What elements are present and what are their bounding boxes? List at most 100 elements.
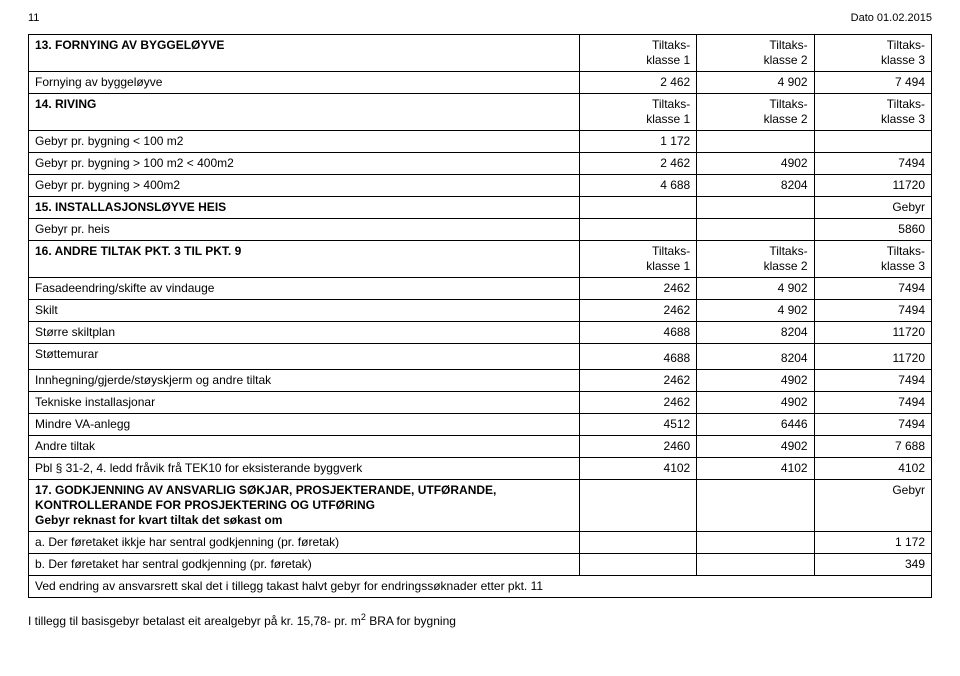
row-label: Større skiltplan <box>29 322 580 344</box>
row-value: 2 462 <box>579 72 696 94</box>
table-row: Gebyr pr. bygning > 400m2 4 688 8204 117… <box>29 175 932 197</box>
row-value: 7 494 <box>814 72 931 94</box>
row-value: 4902 <box>697 436 814 458</box>
row-value: 7494 <box>814 370 931 392</box>
row-value: 8204 <box>697 322 814 344</box>
row-value: 349 <box>814 554 931 576</box>
row-value <box>697 480 814 532</box>
row-value: 8204 <box>697 344 814 370</box>
page-date: Dato 01.02.2015 <box>851 12 932 24</box>
row-value: 2462 <box>579 392 696 414</box>
row-label: Pbl § 31-2, 4. ledd fråvik frå TEK10 for… <box>29 458 580 480</box>
row-value: 8204 <box>697 175 814 197</box>
row-value: 7 688 <box>814 436 931 458</box>
table-row: Innhegning/gjerde/støyskjerm og andre ti… <box>29 370 932 392</box>
row-label: Ved endring av ansvarsrett skal det i ti… <box>29 576 932 598</box>
row-value: 4 902 <box>697 72 814 94</box>
row-label: Andre tiltak <box>29 436 580 458</box>
table-row: b. Der føretaket har sentral godkjenning… <box>29 554 932 576</box>
row-label: Gebyr pr. heis <box>29 219 580 241</box>
table-row: a. Der føretaket ikkje har sentral godkj… <box>29 532 932 554</box>
row-value: 1 172 <box>814 532 931 554</box>
table-row: Ved endring av ansvarsrett skal det i ti… <box>29 576 932 598</box>
row-value: 7494 <box>814 392 931 414</box>
spacer-row: Støttemurar 4688 8204 11720 <box>29 344 932 370</box>
row-value <box>697 131 814 153</box>
row-value: 4902 <box>697 370 814 392</box>
gebyr-label: Gebyr <box>814 480 931 532</box>
row-value: 4688 <box>579 322 696 344</box>
section-13-title: 13. FORNYING AV BYGGELØYVE <box>29 35 580 72</box>
table-row: Skilt 2462 4 902 7494 <box>29 300 932 322</box>
section-17-title: 17. GODKJENNING AV ANSVARLIG SØKJAR, PRO… <box>29 480 580 532</box>
table-row: Gebyr pr. bygning > 100 m2 < 400m2 2 462… <box>29 153 932 175</box>
section-16-header: 16. ANDRE TILTAK PKT. 3 TIL PKT. 9 Tilta… <box>29 241 932 278</box>
row-value <box>579 480 696 532</box>
section-17-header: 17. GODKJENNING AV ANSVARLIG SØKJAR, PRO… <box>29 480 932 532</box>
row-value: 11720 <box>814 322 931 344</box>
col-header-3: Tiltaks-klasse 3 <box>814 241 931 278</box>
section-15-title: 15. INSTALLASJONSLØYVE HEIS <box>29 197 580 219</box>
row-label: Tekniske installasjonar <box>29 392 580 414</box>
row-label: Gebyr pr. bygning < 100 m2 <box>29 131 580 153</box>
row-value: 11720 <box>814 344 931 370</box>
row-label: Innhegning/gjerde/støyskjerm og andre ti… <box>29 370 580 392</box>
footer-text: I tillegg til basisgebyr betalast eit ar… <box>28 612 932 628</box>
row-label: Fornying av byggeløyve <box>29 72 580 94</box>
row-value <box>697 197 814 219</box>
row-label: b. Der føretaket har sentral godkjenning… <box>29 554 580 576</box>
row-label: Skilt <box>29 300 580 322</box>
row-label: Mindre VA-anlegg <box>29 414 580 436</box>
row-value: 4688 <box>579 344 696 370</box>
row-label: Fasadeendring/skifte av vindauge <box>29 278 580 300</box>
row-label: Gebyr pr. bygning > 400m2 <box>29 175 580 197</box>
row-value: 2462 <box>579 300 696 322</box>
row-value: 2462 <box>579 370 696 392</box>
table-row: Mindre VA-anlegg 4512 6446 7494 <box>29 414 932 436</box>
section-13-header: 13. FORNYING AV BYGGELØYVE Tiltaks-klass… <box>29 35 932 72</box>
row-value <box>579 554 696 576</box>
table-row: Gebyr pr. heis 5860 <box>29 219 932 241</box>
col-header-3: Tiltaks-klasse 3 <box>814 35 931 72</box>
row-value: 4102 <box>697 458 814 480</box>
table-row: Tekniske installasjonar 2462 4902 7494 <box>29 392 932 414</box>
table-row: Andre tiltak 2460 4902 7 688 <box>29 436 932 458</box>
section-14-header: 14. RIVING Tiltaks-klasse 1 Tiltaks-klas… <box>29 94 932 131</box>
row-value: 4 688 <box>579 175 696 197</box>
main-table: 13. FORNYING AV BYGGELØYVE Tiltaks-klass… <box>28 34 932 598</box>
table-row: Fornying av byggeløyve 2 462 4 902 7 494 <box>29 72 932 94</box>
row-value: 11720 <box>814 175 931 197</box>
row-value: 4902 <box>697 392 814 414</box>
section-15-header: 15. INSTALLASJONSLØYVE HEIS Gebyr <box>29 197 932 219</box>
row-value: 4 902 <box>697 278 814 300</box>
row-value <box>579 197 696 219</box>
row-value: 6446 <box>697 414 814 436</box>
table-row: Pbl § 31-2, 4. ledd fråvik frå TEK10 for… <box>29 458 932 480</box>
row-value: 7494 <box>814 278 931 300</box>
row-value: 4 902 <box>697 300 814 322</box>
row-value <box>697 554 814 576</box>
row-label: a. Der føretaket ikkje har sentral godkj… <box>29 532 580 554</box>
table-row: Større skiltplan 4688 8204 11720 <box>29 322 932 344</box>
row-value <box>579 532 696 554</box>
gebyr-label: Gebyr <box>814 197 931 219</box>
section-16-title: 16. ANDRE TILTAK PKT. 3 TIL PKT. 9 <box>29 241 580 278</box>
row-value: 1 172 <box>579 131 696 153</box>
col-header-1: Tiltaks-klasse 1 <box>579 241 696 278</box>
row-value: 2462 <box>579 278 696 300</box>
table-row: Fasadeendring/skifte av vindauge 2462 4 … <box>29 278 932 300</box>
col-header-2: Tiltaks-klasse 2 <box>697 94 814 131</box>
row-value: 2 462 <box>579 153 696 175</box>
row-value: 5860 <box>814 219 931 241</box>
row-value: 7494 <box>814 300 931 322</box>
row-label: Gebyr pr. bygning > 100 m2 < 400m2 <box>29 153 580 175</box>
col-header-1: Tiltaks-klasse 1 <box>579 94 696 131</box>
row-value: 4902 <box>697 153 814 175</box>
col-header-1: Tiltaks-klasse 1 <box>579 35 696 72</box>
row-value <box>697 219 814 241</box>
row-value: 7494 <box>814 414 931 436</box>
row-value: 4512 <box>579 414 696 436</box>
row-value <box>697 532 814 554</box>
table-row: Gebyr pr. bygning < 100 m2 1 172 <box>29 131 932 153</box>
page-number: 11 <box>28 12 39 24</box>
